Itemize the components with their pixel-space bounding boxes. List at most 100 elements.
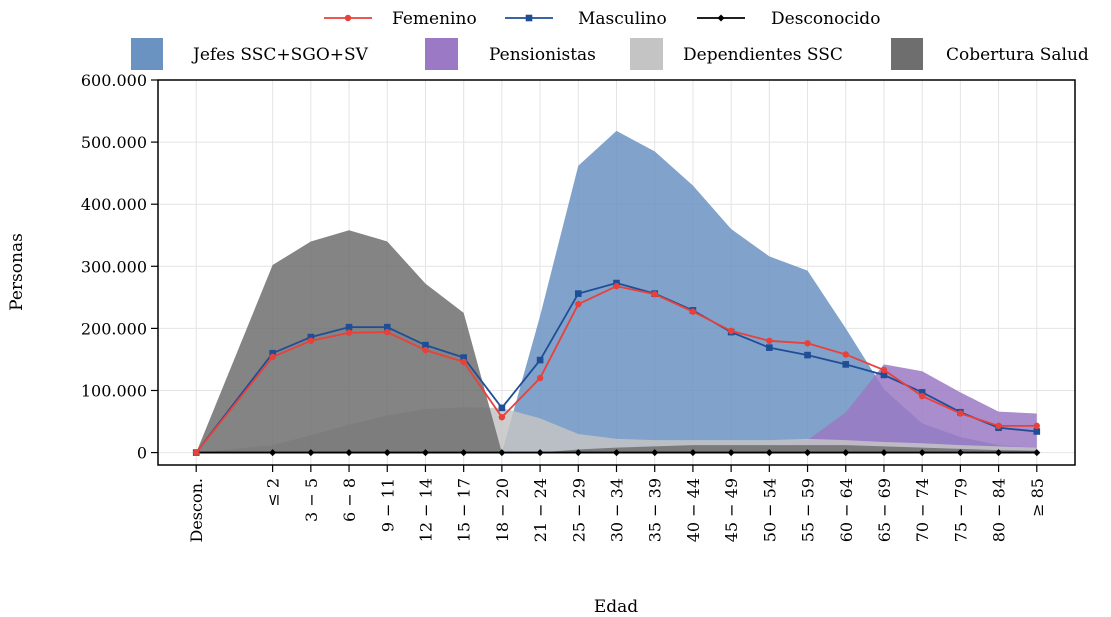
point-desconocido <box>651 449 659 457</box>
point-femenino <box>460 358 467 366</box>
point-masculino <box>498 404 506 412</box>
point-desconocido <box>345 449 353 457</box>
point-masculino <box>307 333 315 341</box>
point-desconocido <box>307 449 315 457</box>
point-femenino <box>575 300 582 308</box>
x-tick-label: 55 − 59 <box>799 478 818 542</box>
point-masculino <box>536 356 544 364</box>
point-masculino <box>269 349 276 357</box>
y-tick-label: 100.000 <box>81 381 147 400</box>
y-tick-label: 600.000 <box>81 71 147 90</box>
legend-marker-desconocido <box>717 14 725 22</box>
x-tick-label: ≤ 2 <box>264 478 283 507</box>
x-tick-label: 60 − 64 <box>837 478 856 542</box>
legend-label-dependientes-ssc: Dependientes SSC <box>683 45 843 65</box>
point-femenino <box>536 374 544 382</box>
y-tick-label: 200.000 <box>81 319 147 338</box>
point-femenino <box>345 329 353 336</box>
x-tick-label: 21 − 24 <box>531 478 550 542</box>
legend-item-cobertura-salud: Cobertura Salud <box>891 38 1089 70</box>
point-desconocido <box>498 449 506 457</box>
x-axis-label: Edad <box>594 597 638 617</box>
point-desconocido <box>765 449 773 457</box>
point-femenino <box>804 340 811 347</box>
point-masculino <box>460 354 467 361</box>
point-femenino <box>651 291 658 298</box>
y-tick-label: 500.000 <box>81 133 147 152</box>
x-tick-label: 35 − 39 <box>646 478 665 542</box>
point-femenino <box>918 392 926 400</box>
legend: Femenino Masculino Desconocido Jefes SSC+SG… <box>131 9 1089 70</box>
point-masculino <box>766 344 773 351</box>
point-masculino <box>918 389 926 396</box>
legend-swatch-jefes-ssc-sgo-sv <box>131 38 163 70</box>
x-tick-label: 12 − 14 <box>416 478 435 542</box>
point-femenino <box>1033 422 1040 430</box>
y-axis-label: Personas <box>7 233 27 311</box>
legend-item-jefes-ssc-sgo-sv: Jefes SSC+SGO+SV <box>131 38 369 70</box>
point-femenino <box>842 351 849 358</box>
point-desconocido <box>460 449 468 457</box>
point-femenino <box>498 413 506 421</box>
point-desconocido <box>1033 449 1041 457</box>
point-desconocido <box>383 449 391 457</box>
x-tick-label: 18 − 20 <box>493 478 512 542</box>
point-desconocido <box>689 449 697 457</box>
y-tick-label: 300.000 <box>81 257 147 276</box>
area-cobertura-salud <box>196 230 1037 453</box>
point-desconocido <box>804 449 812 457</box>
point-masculino <box>1033 428 1041 435</box>
point-masculino <box>880 371 888 379</box>
point-desconocido <box>613 449 620 457</box>
x-tick-label: ≥ 85 <box>1028 478 1047 517</box>
legend-label-masculino: Masculino <box>578 9 667 29</box>
x-tick-label: 70 − 74 <box>913 478 932 542</box>
point-femenino <box>307 337 315 345</box>
legend-label-cobertura-salud: Cobertura Salud <box>946 45 1089 65</box>
x-tick-label: 25 − 29 <box>569 478 588 542</box>
legend-item-dependientes-ssc: Dependientes SSC <box>630 38 843 70</box>
point-desconocido <box>269 449 277 457</box>
point-femenino <box>193 449 200 456</box>
y-tick-label: 0 <box>137 444 147 463</box>
legend-label-femenino: Femenino <box>392 9 477 29</box>
legend-item-masculino: Masculino <box>505 9 667 29</box>
point-desconocido <box>842 449 850 457</box>
x-tick-label: 30 − 34 <box>608 478 627 542</box>
point-masculino <box>842 361 850 368</box>
point-femenino <box>269 353 276 361</box>
legend-item-desconocido: Desconocido <box>697 9 880 29</box>
x-tick-label: 45 − 49 <box>722 478 741 542</box>
point-desconocido <box>536 449 544 457</box>
y-axis: 0 100.000 200.000 300.000 400.000 500.000 600.… <box>81 71 158 463</box>
point-desconocido <box>995 449 1003 457</box>
point-femenino <box>995 422 1002 430</box>
legend-label-jefes-ssc-sgo-sv: Jefes SSC+SGO+SV <box>191 45 369 65</box>
x-tick-label: 40 − 44 <box>684 478 703 542</box>
point-desconocido <box>421 449 429 457</box>
legend-swatch-cobertura-salud <box>891 38 923 70</box>
point-masculino <box>345 323 353 331</box>
series-line-femenino <box>195 285 1037 454</box>
x-tick-label: 65 − 69 <box>875 478 894 542</box>
point-femenino <box>727 327 735 335</box>
point-masculino <box>804 351 811 359</box>
point-desconocido <box>880 449 888 457</box>
point-masculino <box>574 290 582 297</box>
line-series <box>192 279 1041 457</box>
point-femenino <box>689 308 697 315</box>
area-layers <box>196 130 1037 453</box>
point-femenino <box>957 410 964 417</box>
legend-item-femenino: Femenino <box>324 9 477 29</box>
legend-marker-masculino <box>525 14 533 22</box>
area-pensionistas <box>196 364 1037 453</box>
point-masculino <box>422 341 429 349</box>
x-tick-label: 80 − 84 <box>990 478 1009 542</box>
point-masculino <box>383 323 391 331</box>
x-tick-label: 6 − 8 <box>340 478 359 522</box>
x-axis: Descon. ≤ 2 3 − 5 6 − 8 9 − 11 12 − 14 15 − 17… <box>187 465 1047 543</box>
legend-swatch-dependientes-ssc <box>630 38 663 70</box>
x-tick-label: 3 − 5 <box>302 478 321 522</box>
x-tick-label: 15 − 17 <box>455 478 474 542</box>
